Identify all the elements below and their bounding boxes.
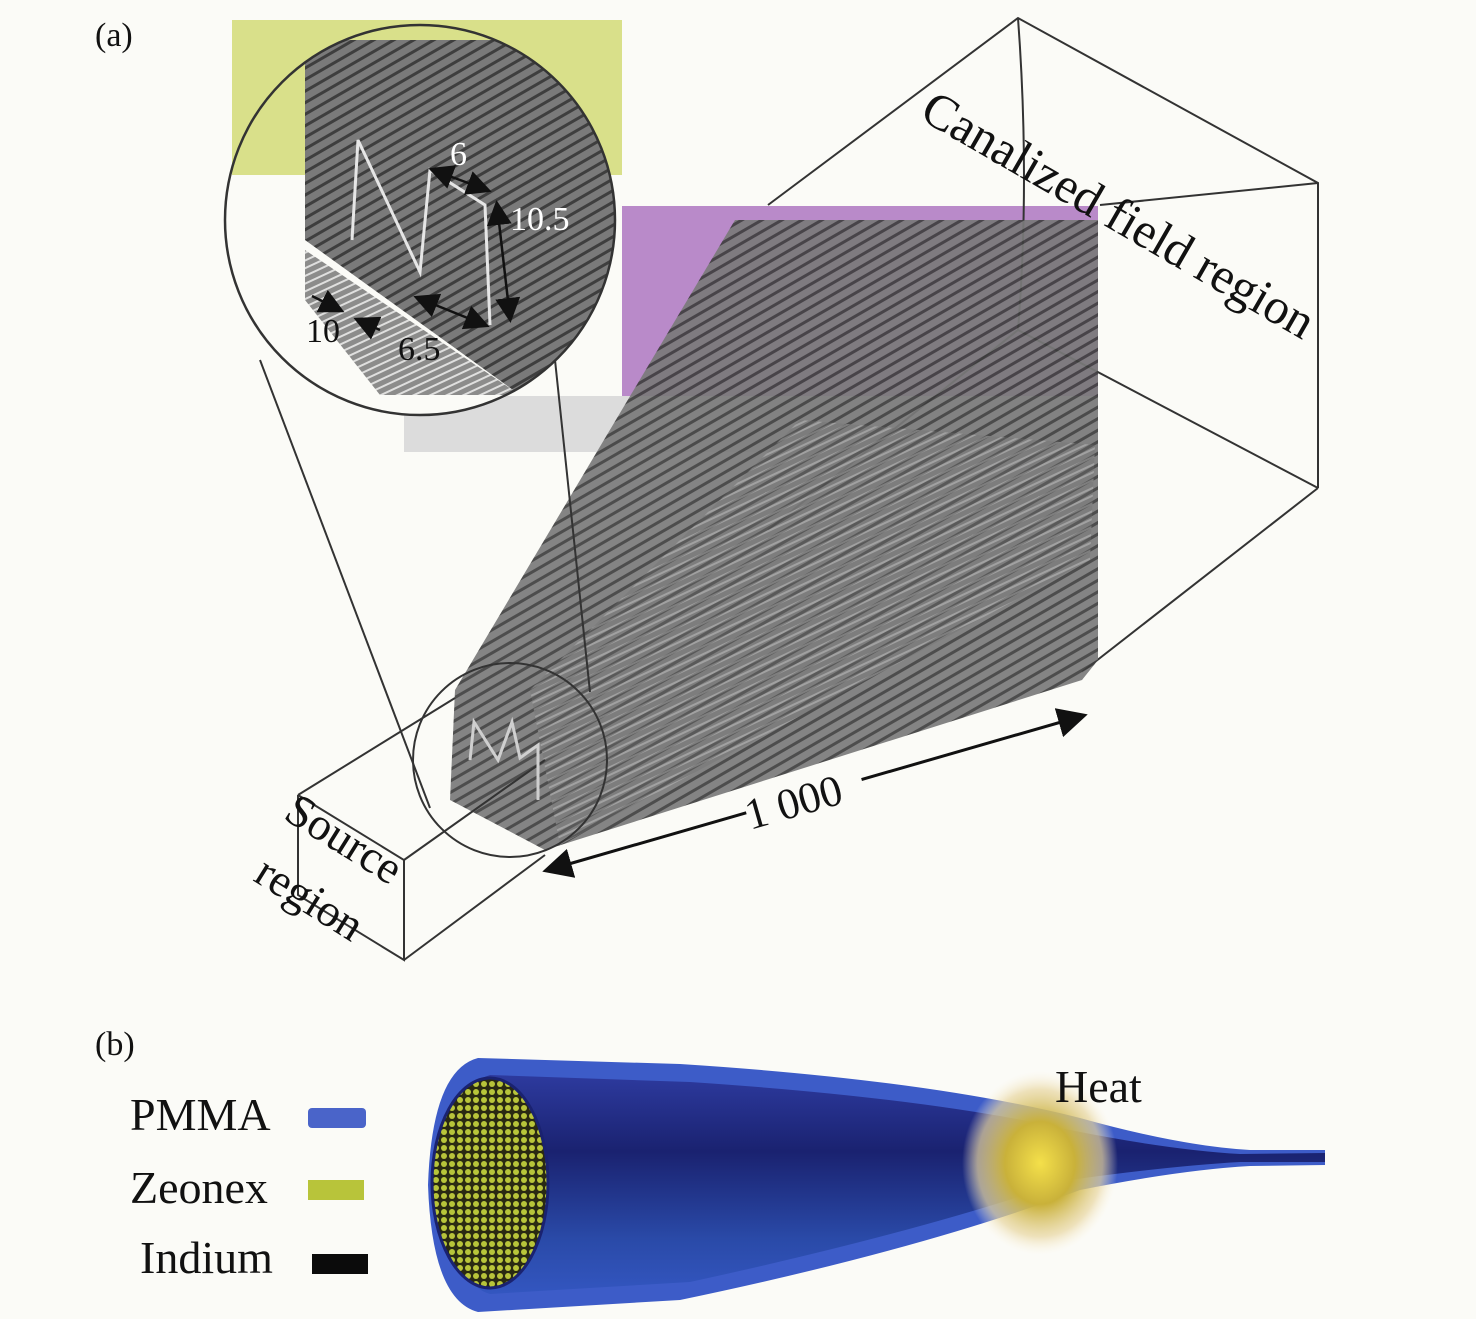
- inset-magnifier: 6 10.5 10 6.5: [223, 23, 617, 417]
- legend-label-zeonex: Zeonex: [130, 1162, 268, 1213]
- dim-label-10: 10: [306, 313, 340, 350]
- panel-b: (b) PMMA Zeonex Indium Heat: [95, 1026, 1325, 1312]
- dim-label-10-5: 10.5: [510, 201, 570, 238]
- legend: PMMA Zeonex Indium: [130, 1089, 368, 1283]
- dim-label-6-5: 6.5: [398, 331, 441, 368]
- fiber-end-face: [430, 1076, 550, 1290]
- panel-b-label: (b): [95, 1026, 135, 1063]
- fiber-taper: [428, 1058, 1325, 1312]
- source-region-box: [297, 697, 546, 962]
- legend-swatch-pmma: [308, 1108, 366, 1128]
- dim-label-6: 6: [450, 136, 467, 173]
- legend-label-indium: Indium: [140, 1232, 273, 1283]
- panel-a-label: (a): [95, 17, 133, 54]
- zoom-connector-left: [259, 359, 431, 809]
- legend-swatch-indium: [312, 1254, 368, 1274]
- source-m-shape: [468, 716, 540, 800]
- heat-label: Heat: [1055, 1061, 1142, 1112]
- panel-a: (a): [95, 16, 1325, 962]
- length-label-backdrop: [740, 759, 870, 841]
- legend-swatch-zeonex: [308, 1180, 364, 1200]
- legend-label-pmma: PMMA: [130, 1089, 271, 1140]
- heat-zone: [962, 1071, 1118, 1255]
- zoom-connector-right: [554, 359, 591, 693]
